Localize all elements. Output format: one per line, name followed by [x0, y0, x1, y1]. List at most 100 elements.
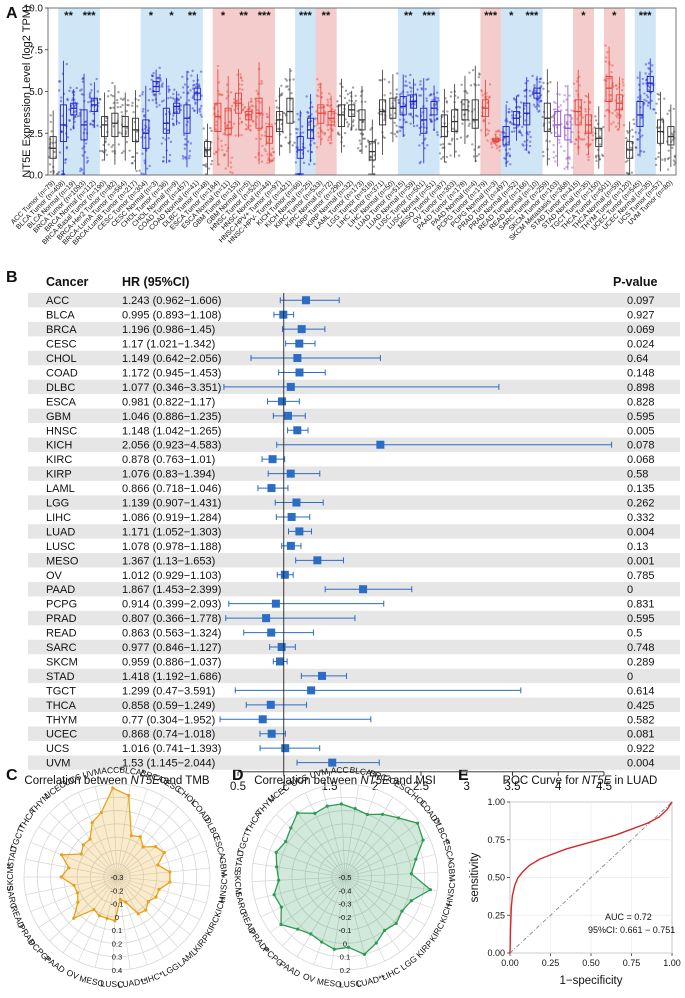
radar-point: [414, 857, 418, 861]
box-body: [337, 104, 345, 128]
jitter-point: [636, 96, 640, 99]
jitter-point: [413, 83, 417, 86]
spoke: [344, 876, 415, 940]
jitter-point: [513, 130, 516, 133]
jitter-point: [287, 88, 290, 91]
jitter-point: [187, 140, 190, 143]
jitter-point: [354, 94, 357, 98]
jitter-point: [78, 112, 82, 115]
jitter-point: [498, 136, 502, 139]
radar-axis-label: KICH: [438, 902, 454, 924]
jitter-point: [482, 120, 485, 123]
jitter-point: [583, 137, 586, 141]
radar-point: [90, 821, 94, 825]
forest-cancer-label: CESC: [46, 339, 77, 351]
radar-axis-label: BLCA: [349, 765, 373, 778]
jitter-point: [460, 83, 463, 87]
radar-point: [141, 845, 145, 849]
jitter-point: [642, 82, 645, 85]
jitter-point: [429, 92, 432, 96]
jitter-point: [202, 127, 205, 130]
jitter-point: [116, 106, 120, 109]
hr-point: [271, 599, 280, 608]
jitter-point: [267, 115, 270, 118]
jitter-point: [550, 131, 553, 135]
jitter-point: [455, 137, 459, 141]
jitter-point: [73, 115, 77, 118]
radar-point: [380, 812, 385, 816]
jitter-point: [280, 93, 283, 97]
jitter-point: [377, 142, 380, 145]
jitter-point: [86, 159, 90, 163]
jitter-point: [146, 109, 150, 112]
jitter-point: [497, 145, 501, 149]
jitter-point: [399, 129, 402, 133]
jitter-point: [667, 156, 671, 160]
jitter-point: [311, 130, 314, 133]
spoke: [344, 821, 420, 878]
jitter-point: [437, 99, 440, 102]
jitter-point: [518, 106, 522, 109]
jitter-point: [661, 158, 664, 161]
jitter-point: [264, 149, 268, 153]
jitter-point: [326, 101, 330, 104]
jitter-point: [430, 120, 433, 123]
jitter-point: [269, 153, 273, 157]
jitter-point: [528, 144, 532, 148]
forest-hr-text: 1.149 (0.642−2.056): [122, 353, 221, 365]
spoke: [116, 876, 131, 970]
jitter-point: [65, 147, 68, 150]
x-tick-label: 2.5: [413, 781, 429, 793]
radial-tick-label: -0.1: [111, 900, 124, 909]
radial-tick-label: 0: [343, 939, 347, 948]
jitter-point: [429, 118, 433, 121]
jitter-point: [352, 119, 355, 122]
spoke: [25, 859, 118, 878]
jitter-point: [183, 83, 187, 86]
jitter-point: [627, 172, 630, 175]
jitter-point: [565, 108, 568, 112]
jitter-point: [259, 137, 263, 141]
jitter-point: [60, 130, 64, 134]
jitter-point: [218, 92, 222, 96]
significance-mark: **: [188, 10, 197, 22]
jitter-point: [351, 86, 355, 89]
jitter-point: [160, 100, 164, 103]
jitter-point: [81, 147, 84, 150]
jitter-point: [657, 98, 660, 101]
jitter-point: [266, 153, 269, 156]
forest-hr-text: 1.299 (0.47−3.591): [122, 685, 215, 697]
jitter-point: [280, 84, 283, 87]
title-text: ROC Curve for: [503, 775, 582, 787]
forest-cancer-label: KIRC: [46, 454, 72, 466]
radar-point: [75, 891, 80, 895]
x-tick-label: 1: [281, 781, 287, 793]
jitter-point: [351, 113, 355, 116]
jitter-point: [255, 89, 258, 93]
jitter-point: [507, 110, 511, 114]
jitter-point: [524, 148, 527, 151]
jitter-point: [267, 122, 271, 126]
radar-point: [157, 887, 161, 891]
jitter-point: [153, 94, 156, 97]
box-body: [59, 104, 67, 143]
jitter-point: [557, 134, 560, 137]
forest-p-value: 0.289: [627, 656, 655, 668]
jitter-point: [477, 146, 480, 149]
significance-mark: **: [239, 10, 248, 22]
jitter-point: [441, 155, 445, 159]
jitter-point: [161, 136, 165, 140]
jitter-point: [286, 85, 289, 88]
jitter-point: [169, 140, 173, 144]
jitter-point: [138, 169, 141, 172]
forest-p-value: 0.135: [627, 483, 655, 495]
jitter-point: [549, 81, 552, 84]
box-body: [173, 102, 181, 114]
jitter-point: [198, 108, 201, 111]
jitter-point: [559, 145, 563, 148]
jitter-point: [483, 119, 486, 122]
jitter-point: [324, 112, 327, 116]
jitter-point: [167, 85, 170, 88]
jitter-point: [409, 113, 413, 117]
